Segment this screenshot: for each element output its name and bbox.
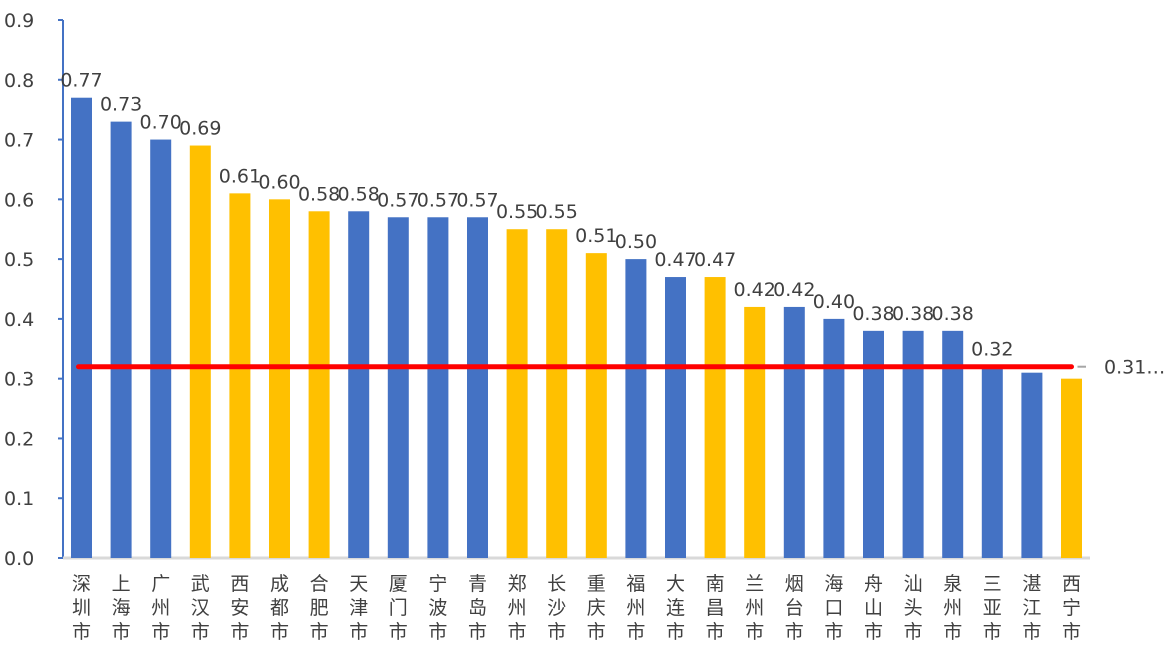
category-label: 湛江市 bbox=[1022, 573, 1041, 643]
bar bbox=[1061, 378, 1082, 558]
bar bbox=[71, 97, 92, 558]
data-label: 0.57 bbox=[417, 189, 459, 211]
category-label: 成都市 bbox=[270, 573, 289, 643]
data-label: 0.77 bbox=[60, 70, 102, 92]
bar bbox=[110, 121, 132, 558]
category-label: 天津市 bbox=[349, 573, 368, 643]
data-label: 0.32 bbox=[971, 339, 1013, 361]
data-label: 0.40 bbox=[813, 291, 855, 313]
category-label: 福州市 bbox=[626, 573, 645, 643]
data-label: 0.58 bbox=[338, 183, 380, 205]
bars bbox=[71, 97, 1082, 559]
bar bbox=[585, 253, 607, 558]
bar bbox=[427, 217, 449, 558]
bar bbox=[823, 318, 845, 558]
category-label: 重庆市 bbox=[587, 573, 606, 643]
x-axis-categories: 深圳市 上海市 广州市 武汉市 西安市 成都市 合肥市 天津市 厦门市 宁波市 青岛市 郑州市 长沙市 重… bbox=[72, 573, 1081, 643]
bar bbox=[467, 217, 488, 558]
bar bbox=[506, 229, 528, 558]
category-label: 宁波市 bbox=[428, 573, 447, 643]
category-label: 大连市 bbox=[666, 573, 685, 643]
category-label: 三亚市 bbox=[983, 573, 1002, 643]
bar bbox=[229, 193, 251, 558]
y-tick-label: 0.0 bbox=[4, 548, 34, 570]
data-label: 0.51 bbox=[575, 225, 617, 247]
bar bbox=[744, 306, 766, 558]
y-tick-label: 0.7 bbox=[4, 130, 34, 152]
y-tick-label: 0.4 bbox=[4, 309, 34, 331]
bar bbox=[942, 330, 964, 558]
data-label: 0.42 bbox=[734, 279, 776, 301]
data-label: 0.57 bbox=[456, 189, 498, 211]
data-label: 0.69 bbox=[179, 118, 221, 140]
category-label: 深圳市 bbox=[72, 573, 91, 643]
bar bbox=[387, 217, 409, 558]
y-tick-label: 0.8 bbox=[4, 70, 34, 92]
bar bbox=[269, 199, 290, 559]
category-label: 泉州市 bbox=[943, 573, 962, 643]
data-label: 0.73 bbox=[100, 94, 142, 116]
data-label: 0.42 bbox=[773, 279, 815, 301]
category-label: 烟台市 bbox=[785, 573, 804, 643]
category-label: 长沙市 bbox=[547, 573, 566, 643]
category-label: 武汉市 bbox=[191, 573, 210, 643]
y-tick-label: 0.5 bbox=[4, 249, 34, 271]
y-tick-label: 0.1 bbox=[4, 488, 34, 510]
data-labels: 0.770.730.700.690.610.600.580.580.570.57… bbox=[60, 70, 1013, 361]
data-label: 0.38 bbox=[892, 303, 934, 325]
data-label: 0.61 bbox=[219, 165, 261, 187]
bar bbox=[863, 330, 884, 558]
bar bbox=[981, 366, 1003, 558]
y-tick-label: 0.9 bbox=[4, 10, 34, 32]
category-label: 西安市 bbox=[230, 573, 249, 643]
data-label: 0.60 bbox=[258, 171, 300, 193]
bar bbox=[783, 306, 805, 558]
category-label: 合肥市 bbox=[310, 573, 329, 643]
bar bbox=[625, 259, 647, 558]
bar bbox=[150, 139, 172, 559]
category-label: 海口市 bbox=[824, 573, 843, 643]
data-label: 0.47 bbox=[694, 249, 736, 271]
data-label: 0.50 bbox=[615, 231, 657, 253]
bar bbox=[308, 211, 330, 559]
data-label: 0.57 bbox=[377, 189, 419, 211]
category-label: 广州市 bbox=[151, 573, 170, 643]
bar bbox=[189, 145, 211, 559]
bar bbox=[902, 330, 924, 558]
data-label: 0.38 bbox=[852, 303, 894, 325]
y-tick-label: 0.3 bbox=[4, 369, 34, 391]
category-label: 上海市 bbox=[112, 573, 131, 643]
data-label: 0.55 bbox=[536, 201, 578, 223]
category-label: 西宁市 bbox=[1062, 573, 1081, 643]
category-label: 舟山市 bbox=[864, 573, 883, 643]
y-tick-label: 0.6 bbox=[4, 189, 34, 211]
data-label: 0.47 bbox=[654, 249, 696, 271]
category-label: 郑州市 bbox=[508, 573, 527, 643]
category-label: 厦门市 bbox=[389, 573, 408, 643]
bar bbox=[704, 277, 726, 558]
reference-line-label: 0.31… bbox=[1104, 357, 1165, 379]
data-label: 0.55 bbox=[496, 201, 538, 223]
y-tick-label: 0.2 bbox=[4, 428, 34, 450]
category-label: 南昌市 bbox=[706, 573, 725, 643]
category-label: 青岛市 bbox=[468, 573, 487, 643]
bar bbox=[546, 229, 568, 558]
data-label: 0.58 bbox=[298, 183, 340, 205]
data-label: 0.70 bbox=[140, 112, 182, 134]
bar bbox=[665, 277, 686, 558]
bar bbox=[1021, 372, 1043, 558]
category-label: 汕头市 bbox=[904, 573, 923, 643]
data-label: 0.38 bbox=[932, 303, 974, 325]
category-label: 兰州市 bbox=[745, 573, 764, 643]
average-line-group: 0.31… bbox=[76, 357, 1165, 379]
bar bbox=[348, 211, 370, 559]
